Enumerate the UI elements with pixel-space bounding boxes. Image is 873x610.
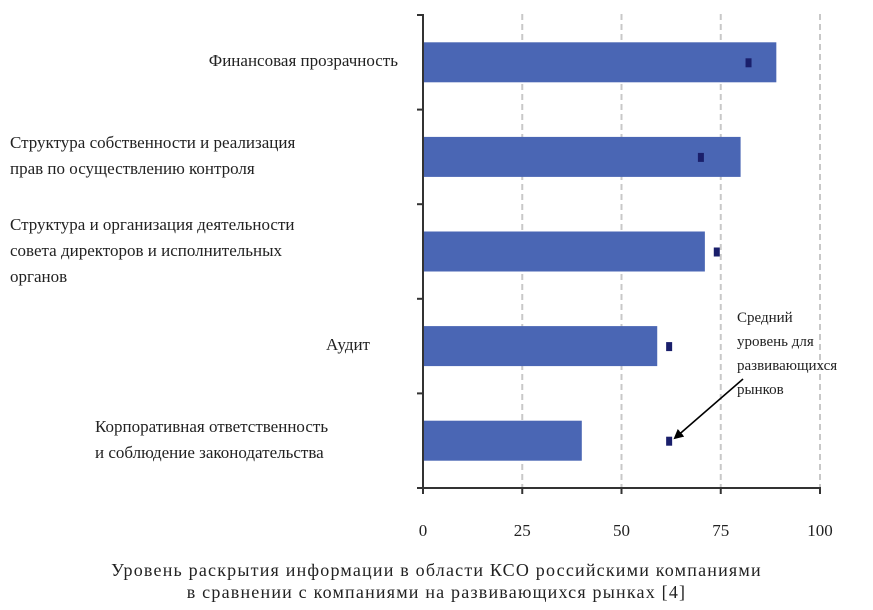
bar <box>423 231 705 272</box>
category-label-line: Аудит <box>325 335 370 355</box>
category-label: Структура и организация деятельности сове… <box>10 212 294 290</box>
category-label-line: совета директоров и исполнительных <box>10 240 283 260</box>
x-tick-label: 100 <box>807 521 833 540</box>
average-marker <box>697 152 704 162</box>
annotation-line: уровень для <box>737 334 814 350</box>
average-marker <box>713 247 720 257</box>
category-label-line: прав по осуществлению контроля <box>10 158 255 178</box>
category-label-line: Структура и организация деятельности <box>10 214 295 234</box>
average-marker <box>666 342 673 352</box>
bar <box>423 136 741 177</box>
category-label-line: Корпоративная ответственность <box>95 416 329 436</box>
figure-caption: Уровень раскрытия информации в области К… <box>0 559 873 603</box>
category-label-line: Финансовая прозрачность <box>208 51 398 71</box>
annotation-line: рынков <box>737 382 784 398</box>
caption-line: в сравнении с компаниями на развивающихс… <box>186 582 687 602</box>
caption-line: Уровень раскрытия информации в области К… <box>111 560 762 580</box>
category-label: Корпоративная ответственность и соблюдени… <box>95 414 328 466</box>
category-label-line: Структура собственности и реализация <box>10 132 296 152</box>
average-marker <box>666 436 673 446</box>
category-label: Финансовая прозрачность <box>209 48 398 74</box>
x-tick-label: 75 <box>712 521 729 540</box>
bar <box>423 326 658 367</box>
x-tick-label: 25 <box>514 521 531 540</box>
bar <box>423 420 582 461</box>
category-label-line: и соблюдение законодательства <box>95 442 324 462</box>
average-marker <box>745 58 752 68</box>
annotation-line: развивающихся <box>737 358 838 374</box>
category-label: Аудит <box>326 332 370 358</box>
x-tick-label: 0 <box>419 521 428 540</box>
category-label: Структура собственности и реализация прав… <box>10 130 295 182</box>
annotation-label: Средний уровень для развивающихся рынков <box>737 306 837 402</box>
chart-plot: 0 25 50 75 100 <box>417 14 833 540</box>
annotation-arrow <box>673 378 744 440</box>
x-tick-label: 50 <box>613 521 630 540</box>
bar <box>423 42 777 83</box>
category-label-line: органов <box>10 266 68 286</box>
annotation-line: Средний <box>737 310 793 326</box>
